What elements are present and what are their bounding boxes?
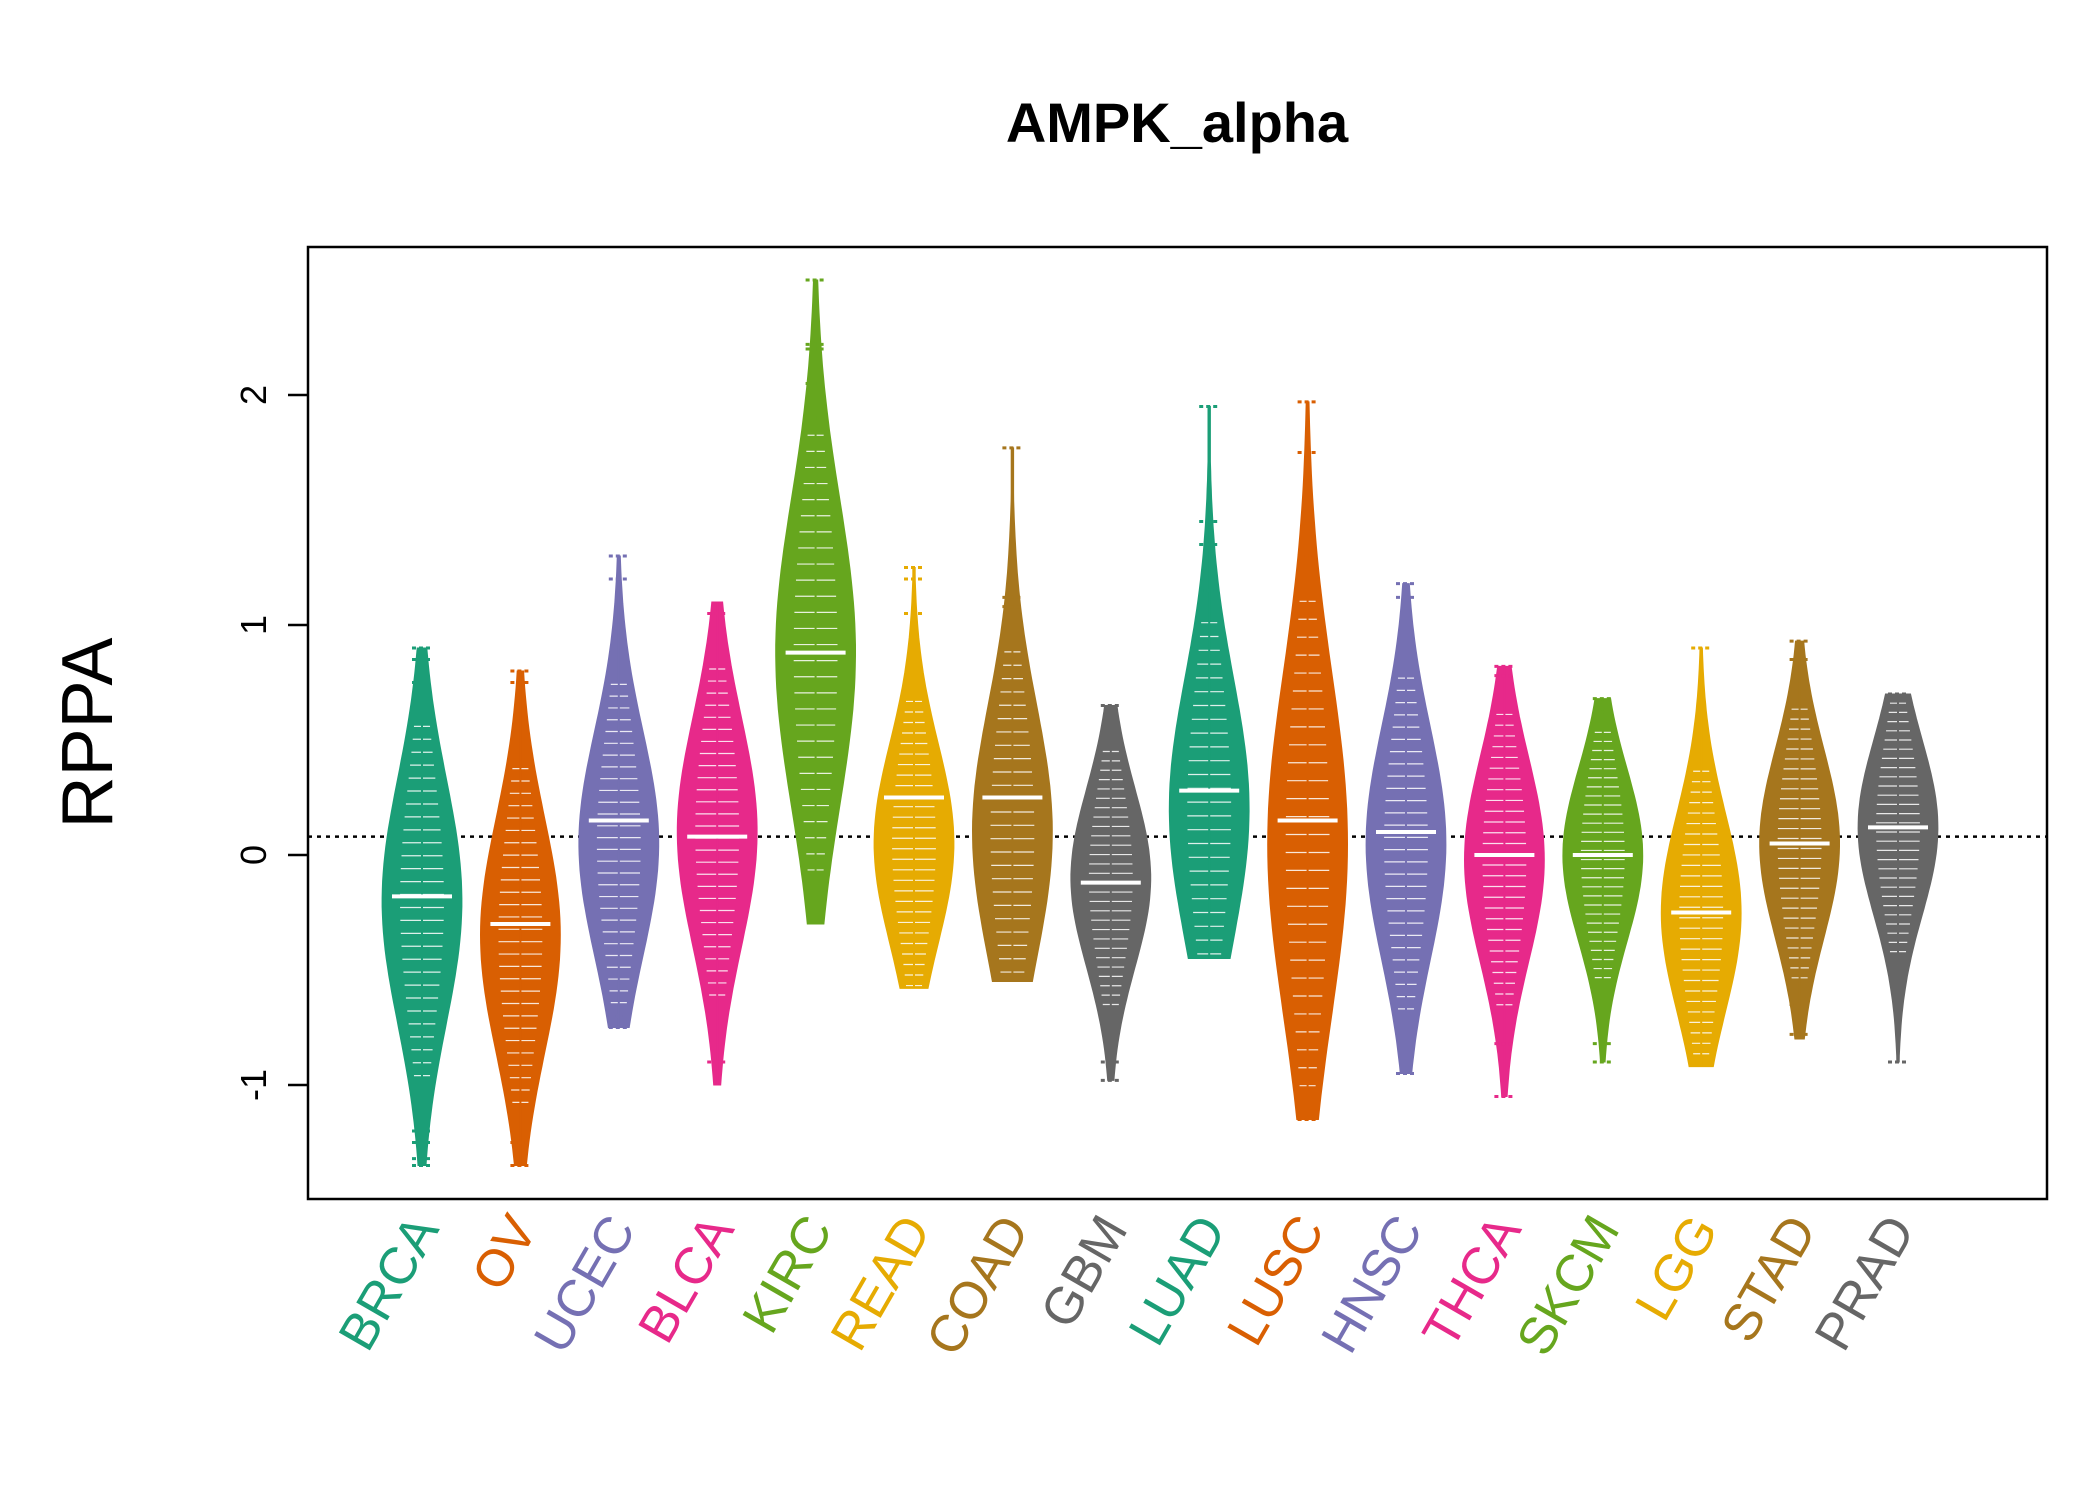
y-tick-label: 1 (233, 615, 274, 635)
bean-stad (1759, 639, 1840, 1040)
bean-skcm (1562, 697, 1644, 1064)
beans-group (381, 278, 1939, 1167)
x-category-label: UCEC (523, 1206, 647, 1363)
x-category-label: COAD (915, 1206, 1040, 1365)
y-tick-label: -1 (233, 1069, 274, 1101)
y-axis-title: RPPA (48, 638, 128, 829)
y-axis: -1 0 1 2 (233, 385, 308, 1101)
x-category-label: HNSC (1310, 1206, 1434, 1363)
bean-ucec (578, 554, 660, 1029)
x-category-label: LUAD (1118, 1206, 1238, 1355)
bean-kirc (775, 278, 856, 925)
y-tick-label: 0 (233, 845, 274, 865)
x-category-label: OV (461, 1206, 549, 1300)
x-category-label: BRCA (328, 1206, 451, 1360)
x-category-label: LGG (1624, 1206, 1729, 1330)
bean-prad (1857, 692, 1939, 1064)
bean-thca (1463, 664, 1545, 1098)
plot-area-frame (306, 245, 2049, 1201)
bean-lusc (1267, 400, 1349, 1121)
x-category-label: PRAD (1804, 1206, 1926, 1360)
x-category-label: SKCM (1506, 1206, 1631, 1365)
bean-read (873, 566, 955, 989)
x-axis-labels: BRCA OVUCECBLCAKIRCREADCOADGBMLUADLUSCHNS… (328, 1206, 1926, 1365)
bean-brca (381, 646, 463, 1167)
bean-coad (971, 446, 1053, 1013)
bean-ov (479, 669, 561, 1167)
x-category-label: BLCA (627, 1206, 745, 1353)
bean-luad (1168, 405, 1250, 996)
bean-gbm (1070, 704, 1152, 1082)
bean-lgg (1660, 646, 1742, 1068)
bean-blca (676, 601, 758, 1086)
y-tick-label: 2 (233, 385, 274, 405)
bean-hnsc (1365, 582, 1447, 1075)
chart-title: AMPK_alpha (1006, 91, 1349, 154)
